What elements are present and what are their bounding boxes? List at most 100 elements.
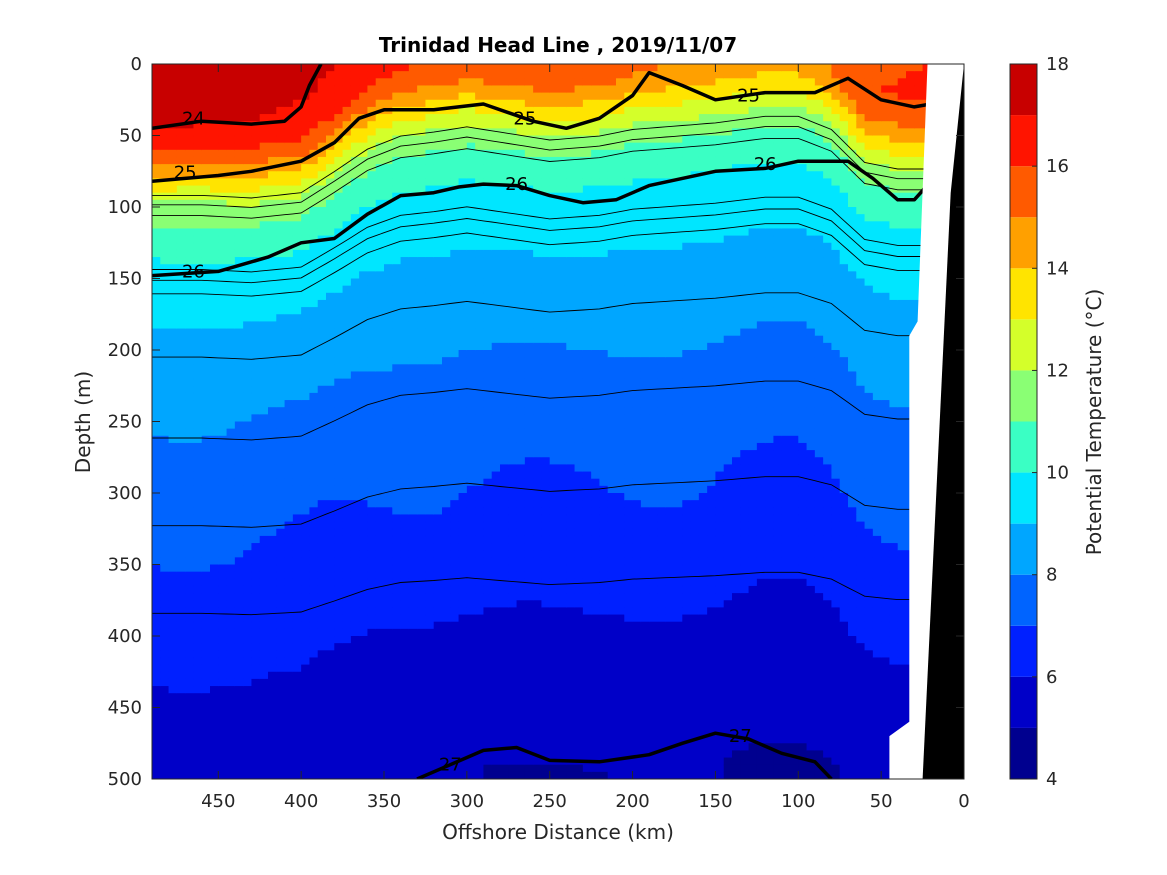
temperature-cell <box>342 228 352 237</box>
temperature-cell <box>392 621 402 630</box>
temperature-cell <box>433 600 443 608</box>
temperature-cell <box>301 171 311 179</box>
temperature-cell <box>375 607 385 616</box>
temperature-cell <box>326 693 335 701</box>
temperature-cell <box>533 364 543 373</box>
temperature-cell <box>168 650 178 659</box>
temperature-cell <box>152 285 161 294</box>
temperature-cell <box>375 557 385 566</box>
temperature-cell <box>176 664 186 673</box>
temperature-cell <box>210 299 219 308</box>
temperature-cell <box>541 578 551 587</box>
temperature-cell <box>400 85 410 94</box>
temperature-cell <box>152 757 161 766</box>
temperature-cell <box>210 92 219 101</box>
temperature-cell <box>218 185 228 194</box>
temperature-cell <box>450 435 460 444</box>
temperature-cell <box>516 757 526 766</box>
temperature-cell <box>549 164 559 172</box>
temperature-cell <box>234 621 244 630</box>
temperature-cell <box>201 357 211 365</box>
temperature-cell <box>152 121 161 129</box>
temperature-cell <box>276 550 286 558</box>
temperature-cell <box>292 342 302 351</box>
temperature-cell <box>350 171 360 179</box>
temperature-cell <box>384 507 393 516</box>
temperature-cell <box>442 485 451 494</box>
temperature-cell <box>284 442 294 451</box>
temperature-cell <box>466 743 476 751</box>
temperature-cell <box>408 257 418 265</box>
temperature-cell <box>251 593 261 601</box>
temperature-cell <box>524 228 534 237</box>
temperature-cell <box>342 435 352 444</box>
temperature-cell <box>392 607 402 616</box>
temperature-cell <box>268 750 277 759</box>
temperature-cell <box>193 400 203 408</box>
temperature-cell <box>508 321 518 330</box>
temperature-cell <box>284 121 294 129</box>
temperature-cell <box>309 99 319 108</box>
temperature-cell <box>284 328 294 337</box>
temperature-cell <box>491 199 501 208</box>
temperature-cell <box>524 478 534 487</box>
temperature-cell <box>475 307 485 315</box>
temperature-cell <box>334 342 344 351</box>
temperature-cell <box>533 686 543 694</box>
temperature-cell <box>408 342 418 351</box>
temperature-cell <box>185 121 195 129</box>
temperature-cell <box>309 242 319 251</box>
temperature-cell <box>549 299 559 308</box>
temperature-cell <box>193 550 203 558</box>
temperature-cell <box>516 485 526 494</box>
temperature-cell <box>400 457 410 465</box>
temperature-cell <box>243 414 253 423</box>
temperature-cell <box>292 571 302 580</box>
temperature-cell <box>475 650 485 659</box>
temperature-cell <box>491 328 501 337</box>
temperature-cell <box>160 600 170 608</box>
temperature-cell <box>475 521 485 530</box>
temperature-cell <box>384 321 393 330</box>
temperature-cell <box>309 106 319 115</box>
temperature-cell <box>185 600 195 608</box>
temperature-cell <box>210 700 219 709</box>
temperature-cell <box>425 299 435 308</box>
temperature-cell <box>491 535 501 544</box>
temperature-cell <box>500 750 509 759</box>
temperature-cell <box>301 693 311 701</box>
temperature-cell <box>450 743 460 751</box>
temperature-cell <box>475 249 485 258</box>
temperature-cell <box>408 771 418 779</box>
temperature-cell <box>350 385 360 394</box>
temperature-cell <box>491 428 501 437</box>
temperature-cell <box>201 764 211 773</box>
temperature-cell <box>367 564 377 573</box>
temperature-cell <box>408 693 418 701</box>
temperature-cell <box>276 378 286 387</box>
temperature-cell <box>466 364 476 373</box>
temperature-cell <box>251 92 261 101</box>
temperature-cell <box>466 350 476 358</box>
temperature-cell <box>442 478 451 487</box>
temperature-cell <box>475 514 485 523</box>
temperature-cell <box>350 535 360 544</box>
temperature-cell <box>508 585 518 594</box>
temperature-cell <box>342 335 352 344</box>
temperature-cell <box>152 671 161 680</box>
temperature-cell <box>384 757 393 766</box>
temperature-cell <box>417 442 427 451</box>
temperature-cell <box>375 771 385 779</box>
temperature-cell <box>210 314 219 322</box>
temperature-cell <box>284 435 294 444</box>
temperature-cell <box>375 550 385 558</box>
temperature-cell <box>533 600 543 608</box>
temperature-cell <box>458 385 468 394</box>
temperature-cell <box>193 636 203 644</box>
temperature-cell <box>417 607 427 616</box>
temperature-cell <box>160 350 170 358</box>
temperature-cell <box>433 500 443 508</box>
temperature-cell <box>160 657 170 666</box>
temperature-cell <box>334 578 344 587</box>
temperature-cell <box>292 464 302 473</box>
